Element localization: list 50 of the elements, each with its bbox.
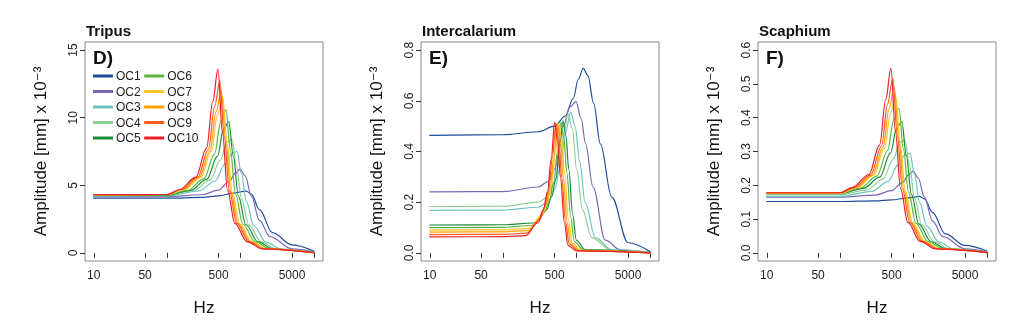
- x-axis-title: Hz: [529, 298, 551, 317]
- y-tick-label: 0.2: [738, 176, 753, 194]
- x-tick-label: 500: [544, 268, 566, 282]
- legend-label: OC6: [167, 69, 193, 83]
- y-axis-title: Amplitude [mm] x 10⁻³: [703, 66, 723, 237]
- y-tick-label: 0.5: [738, 75, 753, 93]
- y-tick-label: 0.4: [402, 142, 417, 160]
- x-axis-title: Hz: [866, 298, 888, 317]
- legend-label: OC9: [167, 115, 193, 130]
- y-tick-label: 0.0: [738, 244, 753, 262]
- x-tick-label: 50: [811, 268, 825, 282]
- annotation: D): [93, 47, 114, 68]
- y-axis-title: Amplitude [mm] x 10⁻³: [31, 66, 50, 237]
- x-tick-label: 5000: [278, 268, 306, 282]
- chart-title: Intercalarium: [422, 22, 517, 39]
- annotation: E): [429, 47, 449, 68]
- y-tick-label: 0: [66, 249, 80, 257]
- y-tick-label: 0.8: [402, 41, 417, 59]
- y-axis-title: Amplitude [mm] x 10⁻³: [367, 66, 387, 237]
- legend-label: OC7: [167, 84, 193, 99]
- legend-label: OC3: [116, 100, 141, 114]
- y-tick-label: 0.0: [402, 244, 417, 262]
- y-tick-label: 0.6: [402, 92, 417, 110]
- legend-label: OC1: [116, 69, 141, 83]
- legend-label: OC4: [116, 115, 141, 130]
- y-tick-label: 0.1: [738, 210, 753, 228]
- x-tick-label: 500: [208, 268, 229, 282]
- chart-title: Scaphium: [758, 22, 831, 39]
- y-tick-label: 0.6: [738, 41, 753, 59]
- legend-label: OC5: [116, 131, 141, 145]
- y-tick-label: 0.3: [738, 142, 753, 160]
- x-tick-label: 10: [423, 268, 438, 282]
- x-tick-label: 50: [138, 268, 153, 282]
- chart-title: Tripus: [86, 22, 132, 39]
- y-tick-label: 5: [66, 181, 80, 189]
- y-tick-label: 0.4: [738, 109, 753, 127]
- x-tick-label: 10: [87, 268, 101, 282]
- legend-label: OC2: [116, 84, 141, 99]
- y-tick-label: 0.2: [402, 193, 417, 211]
- x-tick-label: 5000: [615, 268, 643, 282]
- x-tick-label: 50: [474, 268, 489, 282]
- annotation: F): [765, 47, 784, 68]
- legend-label: OC8: [167, 100, 193, 114]
- x-tick-label: 500: [881, 268, 902, 282]
- x-axis-title: Hz: [193, 298, 215, 317]
- x-tick-label: 5000: [951, 268, 979, 282]
- y-tick-label: 15: [66, 43, 80, 57]
- legend-label: OC10: [167, 131, 199, 145]
- x-tick-label: 10: [759, 268, 774, 282]
- y-tick-label: 10: [66, 110, 80, 125]
